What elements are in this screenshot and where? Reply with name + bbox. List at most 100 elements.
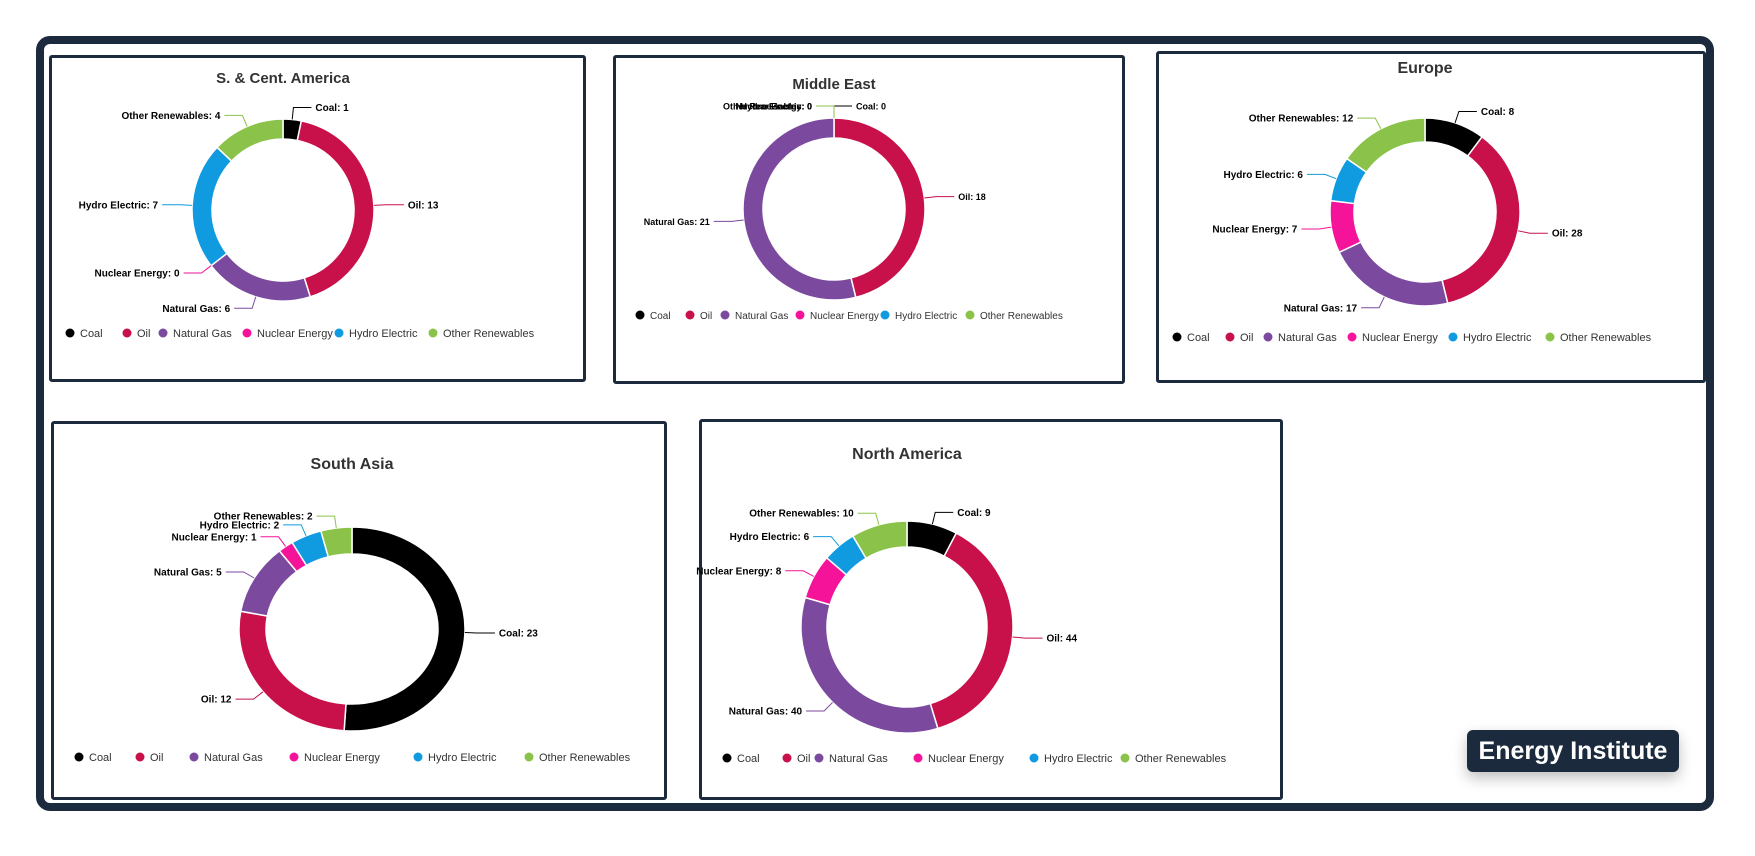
legend-item-oil[interactable]: Oil <box>782 753 811 765</box>
legend-item-other-renewables[interactable]: Other Renewables <box>428 328 535 340</box>
legend-item-coal[interactable]: Coal <box>635 310 671 323</box>
chart-title: North America <box>852 446 962 463</box>
chart-panel-europe: Europe Coal: 8 Oil: 28 Natural Gas: 17 Nucle… <box>1156 51 1706 383</box>
data-label-oil: Oil: 18 <box>958 192 986 202</box>
slice-other-renewables[interactable] <box>319 526 353 558</box>
legend-item-nuclear-energy[interactable]: Nuclear Energy <box>795 310 879 323</box>
slice-hydro-electric[interactable] <box>191 146 233 267</box>
data-label-coal: Coal: 23 <box>499 628 538 639</box>
data-label-hydro-electric: Hydro Electric: 6 <box>1223 170 1303 181</box>
chart-panel-middle-east: Middle East Coal: 0 Oil: 18 Natural Gas: 21… <box>613 55 1125 384</box>
slice-other-renewables[interactable] <box>1345 117 1426 174</box>
data-label-coal: Coal: 0 <box>856 102 886 112</box>
legend-item-coal[interactable]: Coal <box>74 752 112 764</box>
legend-item-hydro-electric[interactable]: Hydro Electric <box>1448 332 1532 344</box>
leader-line <box>162 204 193 206</box>
leader-line <box>260 536 286 547</box>
slice-other-renewables[interactable] <box>215 118 284 163</box>
legend-marker <box>1120 753 1130 763</box>
slice-coal[interactable] <box>343 526 466 732</box>
legend-item-hydro-electric[interactable]: Hydro Electric <box>880 310 958 323</box>
leader-line <box>225 571 255 579</box>
legend-marker <box>720 310 730 320</box>
legend-item-hydro-electric[interactable]: Hydro Electric <box>413 752 497 764</box>
legend-item-nuclear-energy[interactable]: Nuclear Energy <box>913 753 1005 765</box>
legend-item-natural-gas[interactable]: Natural Gas <box>1263 332 1338 344</box>
data-label-hydro-electric: Hydro Electric: 0 <box>740 102 812 112</box>
leader-line <box>816 105 835 118</box>
legend-item-nuclear-energy[interactable]: Nuclear Energy <box>289 752 381 764</box>
slice-natural-gas[interactable] <box>209 252 312 302</box>
slice-natural-gas[interactable] <box>1338 241 1449 307</box>
legend-label: Oil <box>700 311 712 322</box>
legend-item-other-renewables[interactable]: Other Renewables <box>1545 332 1652 344</box>
legend-label: Other Renewables <box>539 752 631 764</box>
legend-marker <box>1263 332 1273 342</box>
legend-item-coal[interactable]: Coal <box>722 753 760 765</box>
leader-line <box>373 204 404 206</box>
legend-marker <box>635 310 645 320</box>
energy-institute-badge: Energy Institute <box>1467 730 1679 772</box>
chart-title: S. & Cent. America <box>216 70 350 87</box>
legend-label: Other Renewables <box>1560 332 1652 344</box>
slice-oil[interactable] <box>238 610 347 732</box>
slice-other-renewables[interactable] <box>851 520 908 560</box>
data-label-natural-gas: Natural Gas: 40 <box>729 706 803 717</box>
slice-oil[interactable] <box>833 117 926 299</box>
legend-item-other-renewables[interactable]: Other Renewables <box>524 752 631 764</box>
data-label-natural-gas: Natural Gas: 21 <box>644 217 710 227</box>
legend-item-oil[interactable]: Oil <box>1225 332 1254 344</box>
legend-item-oil[interactable]: Oil <box>135 752 164 764</box>
legend-label: Natural Gas <box>173 328 232 340</box>
legend-marker <box>814 753 824 763</box>
slice-natural-gas[interactable] <box>800 596 939 734</box>
legend-item-hydro-electric[interactable]: Hydro Electric <box>1029 753 1113 765</box>
slice-nuclear-energy[interactable] <box>1329 199 1362 254</box>
legend-item-natural-gas[interactable]: Natural Gas <box>158 328 233 340</box>
legend-item-natural-gas[interactable]: Natural Gas <box>189 752 264 764</box>
leader-line <box>1301 226 1332 230</box>
legend-item-hydro-electric[interactable]: Hydro Electric <box>334 328 418 340</box>
data-label-hydro-electric: Hydro Electric: 6 <box>730 532 810 543</box>
legend-label: Oil <box>137 328 150 340</box>
legend-item-natural-gas[interactable]: Natural Gas <box>814 753 889 765</box>
data-label-other-renewables: Other Renewables: 10 <box>749 509 854 520</box>
legend-item-nuclear-energy[interactable]: Nuclear Energy <box>1347 332 1439 344</box>
legend-marker <box>428 328 438 338</box>
legend-label: Hydro Electric <box>349 328 418 340</box>
data-label-nuclear-energy: Nuclear Energy: 1 <box>171 532 256 543</box>
legend-item-natural-gas[interactable]: Natural Gas <box>720 310 789 323</box>
leader-line <box>816 105 835 118</box>
data-label-oil: Oil: 13 <box>408 200 439 211</box>
slice-oil[interactable] <box>929 532 1014 730</box>
chart-title: Europe <box>1397 60 1452 77</box>
leader-line <box>1306 173 1337 180</box>
slice-natural-gas[interactable] <box>742 117 857 301</box>
legend-item-oil[interactable]: Oil <box>122 328 151 340</box>
legend-label: Natural Gas <box>829 753 888 765</box>
legend-label: Natural Gas <box>204 752 263 764</box>
legend-item-coal[interactable]: Coal <box>1172 332 1210 344</box>
chart-panel-s-cent-america: S. & Cent. America Coal: 1 Oil: 13 Natural … <box>49 55 586 382</box>
legend-marker <box>74 752 84 762</box>
leader-line <box>1517 230 1548 234</box>
legend-marker <box>1225 332 1235 342</box>
legend-marker <box>965 310 975 320</box>
legend-marker <box>1172 332 1182 342</box>
data-label-hydro-electric: Hydro Electric: 2 <box>200 520 280 531</box>
donut-chart: South Asia Coal: 23 Oil: 12 Natural Gas: 5 N… <box>74 456 631 764</box>
legend-marker <box>722 753 732 763</box>
legend-label: Nuclear Energy <box>810 311 879 322</box>
slice-oil[interactable] <box>1441 135 1521 305</box>
data-label-nuclear-energy: Nuclear Energy: 0 <box>735 102 812 112</box>
legend-item-other-renewables[interactable]: Other Renewables <box>1120 753 1227 765</box>
legend-label: Nuclear Energy <box>1362 332 1438 344</box>
legend-item-other-renewables[interactable]: Other Renewables <box>965 310 1063 323</box>
legend-item-coal[interactable]: Coal <box>65 328 103 340</box>
legend-item-nuclear-energy[interactable]: Nuclear Energy <box>242 328 334 340</box>
slice-oil[interactable] <box>296 119 375 298</box>
leader-line <box>291 107 312 120</box>
legend-label: Nuclear Energy <box>257 328 333 340</box>
data-label-natural-gas: Natural Gas: 6 <box>162 304 230 315</box>
legend-item-oil[interactable]: Oil <box>685 310 713 323</box>
